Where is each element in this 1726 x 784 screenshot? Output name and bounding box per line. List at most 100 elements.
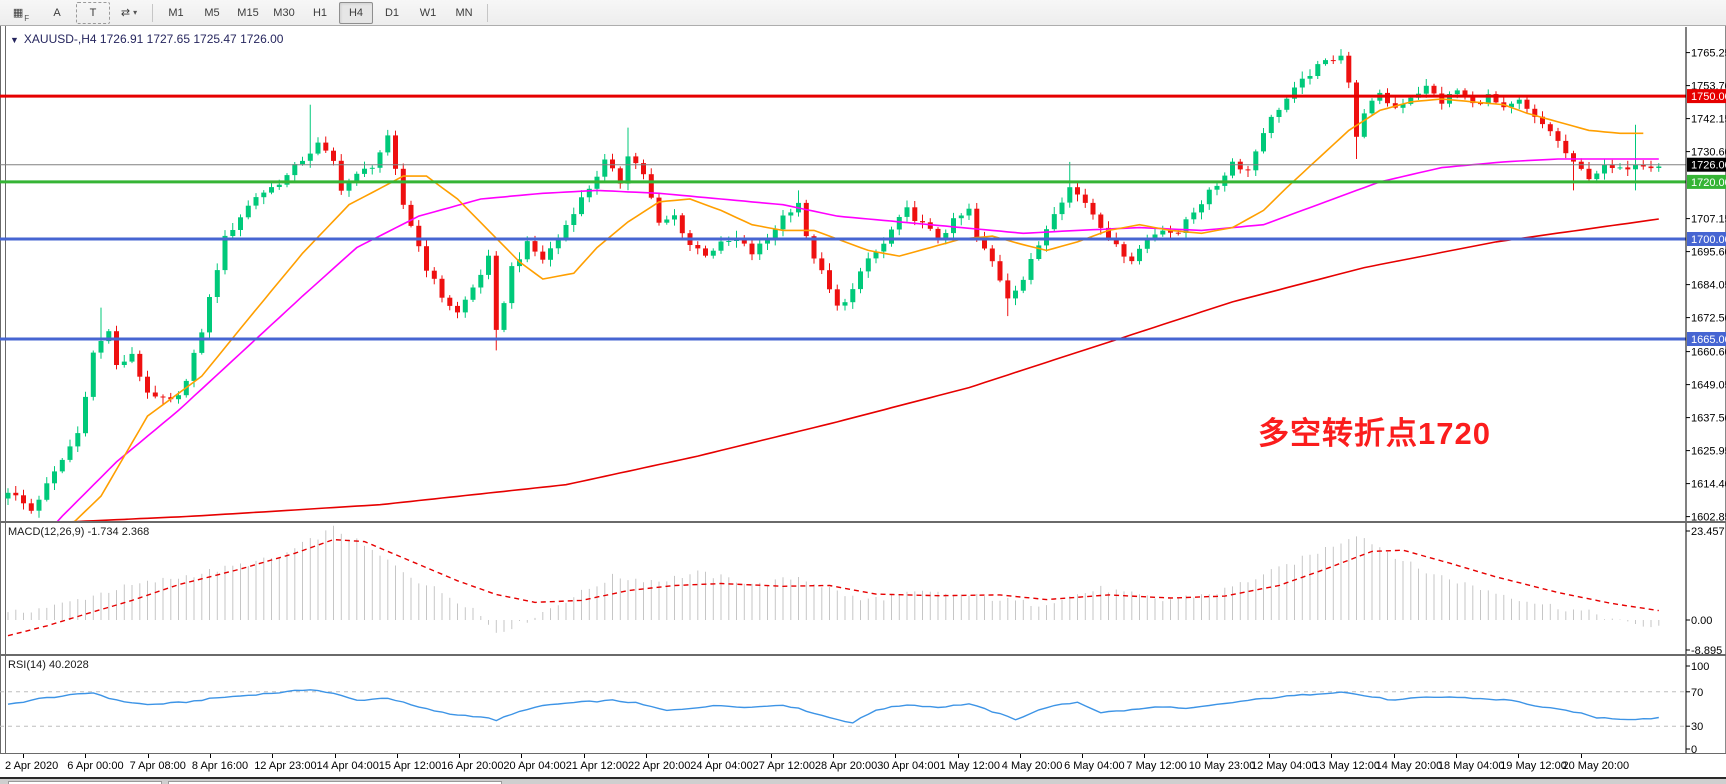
time-label: 28 Apr 20:00 bbox=[814, 760, 878, 772]
ma-fast-line bbox=[73, 98, 1644, 521]
chart-title: ▼ XAUUSD-,H4 1726.91 1727.65 1725.47 1726… bbox=[10, 32, 283, 46]
time-tick bbox=[272, 754, 274, 758]
time-label: 1 May 12:00 bbox=[939, 760, 1001, 772]
status-box-2 bbox=[168, 781, 502, 784]
timeframe-D1[interactable]: D1 bbox=[384, 6, 400, 19]
time-label: 14 Apr 04:00 bbox=[316, 760, 379, 772]
rsi-panel[interactable]: 100 70 30 0 RSI(14) 40.2028 bbox=[0, 656, 1726, 753]
time-label: 14 May 20:00 bbox=[1375, 760, 1443, 772]
ma-slow-line bbox=[71, 218, 1659, 521]
time-tick bbox=[708, 754, 710, 758]
time-label: 6 Apr 00:00 bbox=[67, 760, 124, 772]
rsi-tick-label: 0 bbox=[1691, 744, 1697, 753]
svg-text:1726.00: 1726.00 bbox=[1691, 160, 1726, 172]
time-axis[interactable]: 2 Apr 2020 6 Apr 00:00 7 Apr 08:00 8 Apr 16… bbox=[0, 754, 1726, 777]
price-tick-label: 1649.05 bbox=[1691, 380, 1726, 392]
macd-tick-label: 0.00 bbox=[1691, 615, 1712, 627]
panel-divider-2[interactable] bbox=[0, 654, 1726, 656]
time-label: 7 Apr 08:00 bbox=[129, 760, 186, 772]
price-tick-label: 1637.50 bbox=[1691, 413, 1726, 425]
time-tick bbox=[1393, 754, 1395, 758]
price-badge bbox=[1687, 89, 1726, 104]
time-tick bbox=[583, 754, 585, 758]
macd-label: MACD(12,26,9) -1.734 2.368 bbox=[8, 526, 150, 538]
macd-canvas[interactable]: 23.457 0.00 -8.895 bbox=[0, 523, 1726, 654]
time-tick bbox=[1082, 754, 1084, 758]
price-tick-label: 1614.40 bbox=[1691, 479, 1726, 491]
chart-window: ▼ XAUUSD-,H4 1726.91 1727.65 1725.47 1726… bbox=[0, 26, 1726, 784]
panel-divider[interactable] bbox=[0, 521, 1726, 523]
time-tick bbox=[646, 754, 647, 758]
price-tick-label: 1707.15 bbox=[1691, 214, 1726, 226]
time-label: 24 Apr 04:00 bbox=[690, 760, 753, 772]
svg-text:1720.00: 1720.00 bbox=[1691, 177, 1726, 189]
macd-histogram bbox=[7, 525, 1660, 633]
time-tick bbox=[459, 754, 461, 758]
timeframe-M5[interactable]: M5 bbox=[204, 6, 220, 19]
time-label: 21 Apr 12:00 bbox=[565, 760, 629, 772]
arrows-tool[interactable]: ⇄ ▾ bbox=[112, 2, 146, 24]
time-label: 19 May 12:00 bbox=[1500, 760, 1567, 772]
time-tick bbox=[1455, 754, 1457, 758]
timeframe-H4[interactable]: H4 bbox=[339, 1, 373, 24]
time-label: 10 May 23:00 bbox=[1188, 760, 1256, 772]
text-label-tool[interactable]: A bbox=[40, 2, 74, 24]
macd-tick-label: 23.457 bbox=[1691, 526, 1725, 538]
time-tick bbox=[1206, 754, 1208, 758]
time-label: 2 Apr 2020 bbox=[5, 760, 59, 772]
timeframe-W1[interactable]: W1 bbox=[419, 6, 437, 19]
timeframe-M1[interactable]: M1 bbox=[168, 6, 184, 19]
chart-dropdown-icon[interactable]: ▼ bbox=[10, 35, 19, 45]
time-label: 12 Apr 23:00 bbox=[254, 760, 317, 772]
timeframe-M15[interactable]: M15 bbox=[237, 6, 259, 19]
price-tick-label: 1695.60 bbox=[1691, 247, 1726, 259]
panel-divider-3 bbox=[0, 753, 1726, 754]
time-label: 15 Apr 12:00 bbox=[378, 760, 442, 772]
rsi-tick-label: 70 bbox=[1691, 687, 1703, 699]
price-panel[interactable]: ▼ XAUUSD-,H4 1726.91 1727.65 1725.47 1726… bbox=[0, 27, 1726, 521]
rsi-line bbox=[7, 689, 1659, 724]
time-tick bbox=[209, 754, 211, 758]
price-tick-label: 1660.60 bbox=[1691, 347, 1726, 359]
timeframe-M30[interactable]: M30 bbox=[273, 6, 295, 19]
time-tick bbox=[85, 754, 87, 758]
price-badge bbox=[1687, 332, 1726, 346]
macd-panel[interactable]: 23.457 0.00 -8.895 MACD(12,26,9) -1.734 2.… bbox=[0, 523, 1726, 654]
time-tick bbox=[957, 754, 959, 758]
timeframe-MN[interactable]: MN bbox=[455, 6, 473, 19]
rsi-canvas[interactable]: 100 70 30 0 bbox=[0, 656, 1726, 753]
rsi-tick-label: 30 bbox=[1691, 721, 1703, 733]
time-label: 7 May 12:00 bbox=[1126, 760, 1187, 772]
grid-period-tool[interactable]: ▦ F bbox=[4, 2, 38, 24]
time-label: 30 Apr 04:00 bbox=[877, 760, 940, 772]
time-tick bbox=[1331, 754, 1333, 758]
price-tick-label: 1765.25 bbox=[1691, 48, 1726, 60]
time-label: 20 May 20:00 bbox=[1562, 760, 1630, 772]
time-tick bbox=[396, 754, 398, 758]
price-chart-canvas[interactable]: 1765.251753.701742.151730.601707.151695.… bbox=[0, 27, 1726, 521]
time-tick bbox=[1019, 754, 1021, 758]
price-badge bbox=[1687, 232, 1726, 246]
time-label: 20 Apr 04:00 bbox=[503, 760, 566, 772]
text-box-tool-icon: T bbox=[89, 6, 97, 19]
time-label: 4 May 20:00 bbox=[1001, 760, 1063, 772]
toolbar: ▦ F A T ⇄ ▾ M1 M5 M15 M30 H1 H4 D1 W1 MN bbox=[0, 0, 1726, 26]
time-tick bbox=[1144, 754, 1146, 758]
price-tick-label: 1602.85 bbox=[1691, 512, 1726, 521]
time-label: 18 May 04:00 bbox=[1437, 760, 1505, 772]
toolbar-separator bbox=[152, 3, 153, 22]
time-tick bbox=[147, 754, 149, 758]
status-box bbox=[8, 781, 162, 784]
price-tick-label: 1742.15 bbox=[1691, 114, 1726, 126]
price-tick-label: 1672.50 bbox=[1691, 313, 1726, 325]
time-tick bbox=[1580, 754, 1582, 758]
drawing-tools-group: ▦ F A T ⇄ ▾ bbox=[3, 1, 147, 24]
window-frame-line bbox=[0, 26, 1, 784]
svg-text:1750.00: 1750.00 bbox=[1691, 91, 1726, 103]
chart-title-text: XAUUSD-,H4 1726.91 1727.65 1725.47 1726.… bbox=[23, 32, 284, 46]
price-tick-label: 1730.60 bbox=[1691, 147, 1726, 159]
time-tick bbox=[1518, 754, 1520, 758]
text-box-tool[interactable]: T bbox=[76, 1, 110, 24]
timeframe-toolbar: M1 M5 M15 M30 H1 H4 D1 W1 MN bbox=[158, 1, 482, 24]
timeframe-H1[interactable]: H1 bbox=[312, 6, 328, 19]
